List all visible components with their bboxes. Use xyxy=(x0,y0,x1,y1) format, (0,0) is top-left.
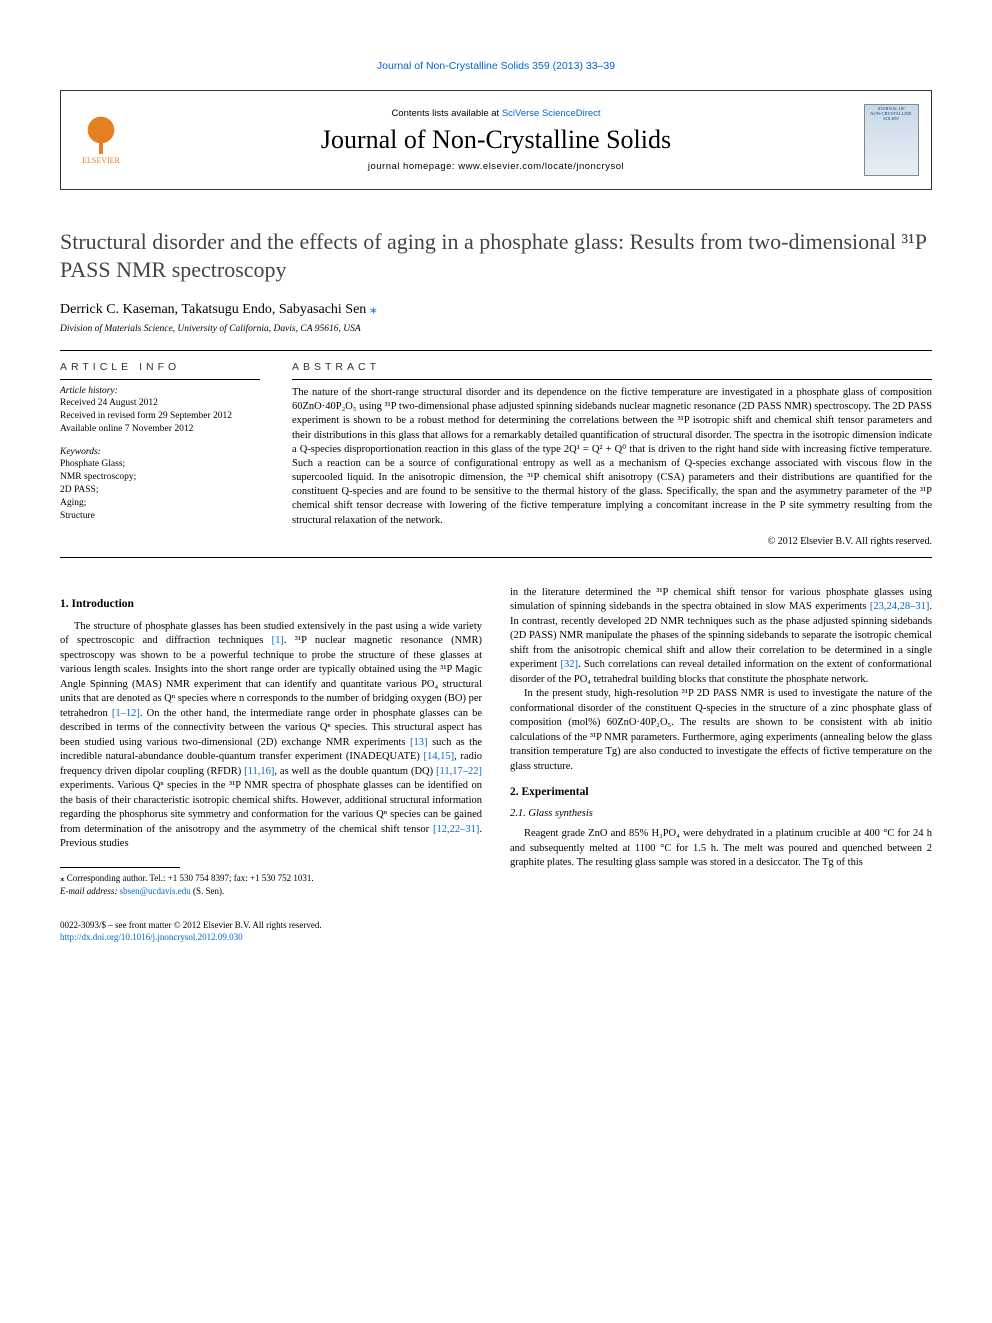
divider-rule xyxy=(60,350,932,351)
ref-link[interactable]: [13] xyxy=(410,737,428,748)
corr-line: ⁎ Corresponding author. Tel.: +1 530 754… xyxy=(60,872,482,884)
ref-link[interactable]: [14,15] xyxy=(424,751,455,762)
email-label: E-mail address: xyxy=(60,886,117,896)
authors-line: Derrick C. Kaseman, Takatsugu Endo, Saby… xyxy=(60,301,932,318)
cover-thumbnail-box: JOURNAL OF NON-CRYSTALLINE SOLIDS xyxy=(851,91,931,189)
ref-link[interactable]: [11,17–22] xyxy=(436,766,482,777)
section-1-heading: 1. Introduction xyxy=(60,598,482,610)
email-link[interactable]: sbsen@ucdavis.edu xyxy=(120,886,191,896)
history-label: Article history: xyxy=(60,386,260,396)
journal-cover-thumbnail: JOURNAL OF NON-CRYSTALLINE SOLIDS xyxy=(864,104,919,176)
scidirect-link[interactable]: SciVerse ScienceDirect xyxy=(502,108,601,119)
copyright-line: © 2012 Elsevier B.V. All rights reserved… xyxy=(292,536,932,547)
ref-link[interactable]: [11,16] xyxy=(244,766,274,777)
article-info-heading: ARTICLE INFO xyxy=(60,361,260,373)
issn-line: 0022-3093/$ – see front matter © 2012 El… xyxy=(60,919,482,931)
corresponding-star-icon[interactable]: ⁎ xyxy=(370,302,377,317)
article-title: Structural disorder and the effects of a… xyxy=(60,228,932,283)
footnote-rule xyxy=(60,867,180,868)
cover-line2: NON-CRYSTALLINE SOLIDS xyxy=(867,112,916,122)
email-line: E-mail address: sbsen@ucdavis.edu (S. Se… xyxy=(60,885,482,897)
page-footer: 0022-3093/$ – see front matter © 2012 El… xyxy=(60,919,482,943)
left-column: 1. Introduction The structure of phospha… xyxy=(60,586,482,943)
history-revised: Received in revised form 29 September 20… xyxy=(60,410,260,423)
history-online: Available online 7 November 2012 xyxy=(60,423,260,436)
elsevier-logo-icon: ELSEVIER xyxy=(81,116,121,165)
journal-citation-header[interactable]: Journal of Non-Crystalline Solids 359 (2… xyxy=(60,60,932,72)
keywords-list: Phosphate Glass; NMR spectroscopy; 2D PA… xyxy=(60,458,260,522)
journal-homepage-line: journal homepage: www.elsevier.com/locat… xyxy=(151,161,841,172)
journal-name: Journal of Non-Crystalline Solids xyxy=(151,125,841,155)
corresponding-author-footnote: ⁎ Corresponding author. Tel.: +1 530 754… xyxy=(60,872,482,896)
intro-paragraph-1: The structure of phosphate glasses has b… xyxy=(60,620,482,852)
history-block: Article history: Received 24 August 2012… xyxy=(60,386,260,435)
masthead-center: Contents lists available at SciVerse Sci… xyxy=(141,98,851,182)
doi-link[interactable]: http://dx.doi.org/10.1016/j.jnoncrysol.2… xyxy=(60,932,243,942)
keywords-block: Keywords: Phosphate Glass; NMR spectrosc… xyxy=(60,447,260,522)
abstract-heading: ABSTRACT xyxy=(292,361,932,373)
ref-link[interactable]: [32] xyxy=(561,659,579,670)
affiliation: Division of Materials Science, Universit… xyxy=(60,324,932,334)
intro-paragraph-3: In the present study, high-resolution ³¹… xyxy=(510,687,932,774)
ref-link[interactable]: [1] xyxy=(272,635,284,646)
info-abstract-row: ARTICLE INFO Article history: Received 2… xyxy=(60,361,932,547)
elsevier-label: ELSEVIER xyxy=(82,156,120,165)
body-two-column: 1. Introduction The structure of phospha… xyxy=(60,586,932,943)
authors-names: Derrick C. Kaseman, Takatsugu Endo, Saby… xyxy=(60,302,366,317)
p1g: experiments. Various Qⁿ species in the ³… xyxy=(60,780,482,834)
contents-prefix: Contents lists available at xyxy=(391,108,501,119)
ab-rule xyxy=(292,379,932,380)
section-2-1-heading: 2.1. Glass synthesis xyxy=(510,808,932,819)
publisher-logo-box: ELSEVIER xyxy=(61,91,141,189)
ai-rule xyxy=(60,379,260,380)
ref-link[interactable]: [23,24,28–31] xyxy=(870,601,930,612)
synth-paragraph-1: Reagent grade ZnO and 85% H₃PO₄ were deh… xyxy=(510,827,932,870)
abstract-text: The nature of the short-range structural… xyxy=(292,386,932,528)
p1f: , as well as the double quantum (DQ) xyxy=(274,766,436,777)
journal-masthead: ELSEVIER Contents lists available at Sci… xyxy=(60,90,932,190)
contents-line: Contents lists available at SciVerse Sci… xyxy=(151,108,841,119)
keywords-label: Keywords: xyxy=(60,447,260,457)
article-info-column: ARTICLE INFO Article history: Received 2… xyxy=(60,361,260,547)
elsevier-tree-icon xyxy=(81,116,121,156)
section-2-heading: 2. Experimental xyxy=(510,786,932,798)
right-column: in the literature determined the ³¹P che… xyxy=(510,586,932,943)
intro-paragraph-2: in the literature determined the ³¹P che… xyxy=(510,586,932,687)
history-received: Received 24 August 2012 xyxy=(60,397,260,410)
p2a: in the literature determined the ³¹P che… xyxy=(510,587,932,612)
divider-rule-2 xyxy=(60,557,932,558)
email-tail: (S. Sen). xyxy=(191,886,225,896)
abstract-column: ABSTRACT The nature of the short-range s… xyxy=(292,361,932,547)
p1b: . ³¹P nuclear magnetic resonance (NMR) s… xyxy=(60,635,482,718)
ref-link[interactable]: [1–12] xyxy=(112,708,140,719)
ref-link[interactable]: [12,22–31] xyxy=(433,824,479,835)
